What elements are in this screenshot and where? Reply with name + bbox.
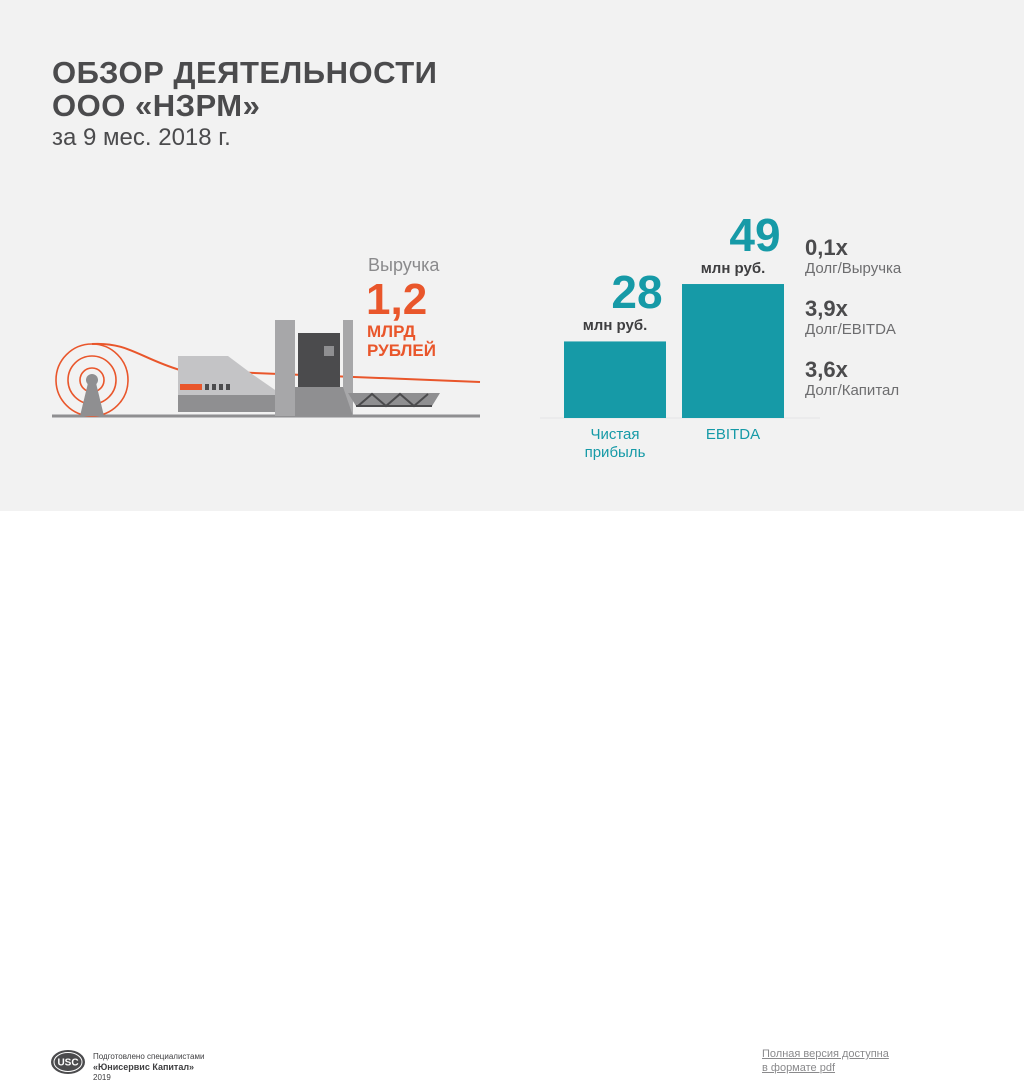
page-title: ОБЗОР ДЕЯТЕЛЬНОСТИ ООО «НЗРМ» [52, 56, 437, 122]
conveyor-truss [357, 392, 429, 408]
bar-unit-label: млн руб. [582, 317, 648, 335]
category-label: Чистая прибыль [560, 426, 670, 462]
ratio-label: Долг/Капитал [805, 382, 900, 399]
bar-unit-label: млн руб. [700, 260, 766, 278]
ratio-debt-ebitda: 3,9х Долг/EBITDA [805, 297, 896, 339]
ratio-debt-capital: 3,6х Долг/Капитал [805, 358, 899, 400]
bar [564, 341, 666, 418]
pdf-link-line-2[interactable]: в формате pdf [762, 1062, 836, 1074]
roller-tower [275, 320, 295, 416]
footer: USC Подготовлено специалистами «Юнисерви… [0, 511, 1024, 1082]
housing [295, 387, 353, 416]
rolling-mill-illustration [52, 320, 481, 418]
control-cabinet [298, 333, 340, 387]
bar-value-label: 28 [611, 266, 663, 319]
indicator-light-3 [212, 384, 216, 390]
usc-logo: USC [51, 1050, 85, 1074]
logo-text: USC [57, 1058, 78, 1069]
revenue-value: 1,2 [366, 275, 428, 324]
pdf-link-line-1[interactable]: Полная версия доступна [762, 1048, 889, 1060]
ratio-value: 3,6х [805, 357, 848, 382]
indicator-light-1 [180, 384, 202, 390]
revenue-label: Выручка [368, 255, 440, 275]
ratio-label: Долг/Выручка [805, 260, 902, 277]
title-line-1: ОБЗОР ДЕЯТЕЛЬНОСТИ [52, 55, 438, 90]
ratio-label: Долг/EBITDA [805, 321, 896, 338]
page-subtitle: за 9 мес. 2018 г. [52, 124, 231, 151]
ratio-value: 3,9х [805, 296, 848, 321]
footer-year: 2019 [93, 1073, 111, 1082]
bar-chart-svg [540, 284, 820, 419]
category-label: EBITDA [678, 426, 788, 444]
indicator-light-5 [226, 384, 230, 390]
revenue-unit: МЛРД РУБЛЕЙ [367, 322, 467, 360]
title-line-2: ООО «НЗРМ» [52, 88, 261, 123]
indicator-light-2 [205, 384, 209, 390]
category-label-line: Чистая [590, 426, 640, 443]
indicator-light-4 [219, 384, 223, 390]
ratio-debt-revenue: 0,1х Долг/Выручка [805, 236, 901, 278]
revenue-unit-line-2: РУБЛЕЙ [367, 341, 436, 360]
coil-stand [80, 383, 104, 416]
ratio-value: 0,1х [805, 235, 848, 260]
machine-base [178, 395, 278, 412]
coil-hub [86, 374, 98, 386]
company-name: «Юнисервис Капитал» [93, 1062, 195, 1072]
category-label-line: EBITDA [705, 426, 761, 443]
bar-value-label: 49 [729, 209, 781, 262]
roller-tower-right [343, 320, 353, 416]
cabinet-panel [324, 346, 334, 356]
content-panel: ОБЗОР ДЕЯТЕЛЬНОСТИ ООО «НЗРМ» за 9 мес. … [0, 0, 1024, 511]
bar-chart: млн руб. 28 Чистая прибыль млн руб. 49 EBITDA [540, 150, 820, 470]
pdf-download-link[interactable]: Полная версия доступна в формате pdf [762, 1047, 922, 1075]
revenue-unit-line-1: МЛРД [367, 322, 416, 341]
bar [682, 284, 784, 418]
category-label-line: прибыль [584, 444, 646, 461]
prepared-by-text: Подготовлено специалистами [93, 1052, 205, 1061]
